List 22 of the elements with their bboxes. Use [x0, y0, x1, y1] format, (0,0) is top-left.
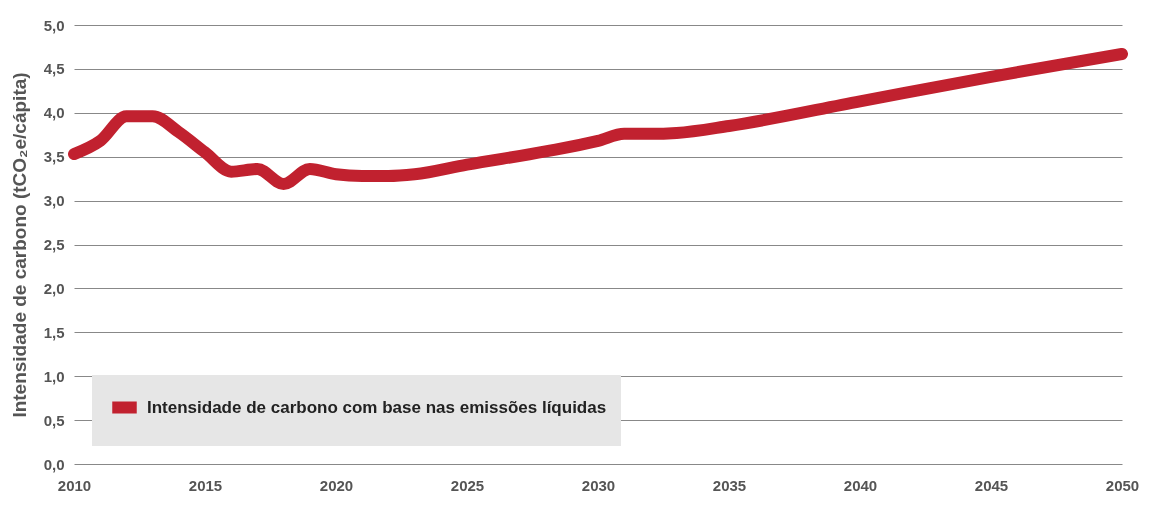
x-tick-label: 2035 — [712, 476, 747, 494]
x-tick-label: 2030 — [581, 476, 616, 494]
y-tick-label: 4,0 — [43, 104, 65, 122]
x-tick-label: 2025 — [450, 476, 485, 494]
y-axis-title: Intensidade de carbono (tCO₂e/cápita) — [8, 72, 30, 418]
x-tick-label: 2045 — [974, 476, 1009, 494]
x-tick-label: 2015 — [188, 476, 223, 494]
x-tick-label: 2050 — [1105, 476, 1140, 494]
y-tick-label: 0,0 — [43, 455, 65, 473]
y-tick-label: 1,0 — [43, 367, 65, 385]
y-tick-label: 2,0 — [43, 279, 65, 297]
y-tick-label: 1,5 — [43, 323, 65, 341]
y-tick-label: 4,5 — [43, 60, 65, 78]
y-tick-label: 3,5 — [43, 148, 65, 166]
y-tick-label: 3,0 — [43, 192, 65, 210]
x-tick-label: 2040 — [843, 476, 878, 494]
y-tick-label: 0,5 — [43, 411, 65, 429]
y-tick-label: 5,0 — [43, 16, 65, 34]
y-tick-label: 2,5 — [43, 236, 65, 253]
x-tick-label: 2010 — [57, 476, 92, 494]
legend-label: Intensidade de carbono com base nas emissões líquidas — [147, 397, 607, 417]
x-tick-label: 2020 — [319, 476, 354, 494]
